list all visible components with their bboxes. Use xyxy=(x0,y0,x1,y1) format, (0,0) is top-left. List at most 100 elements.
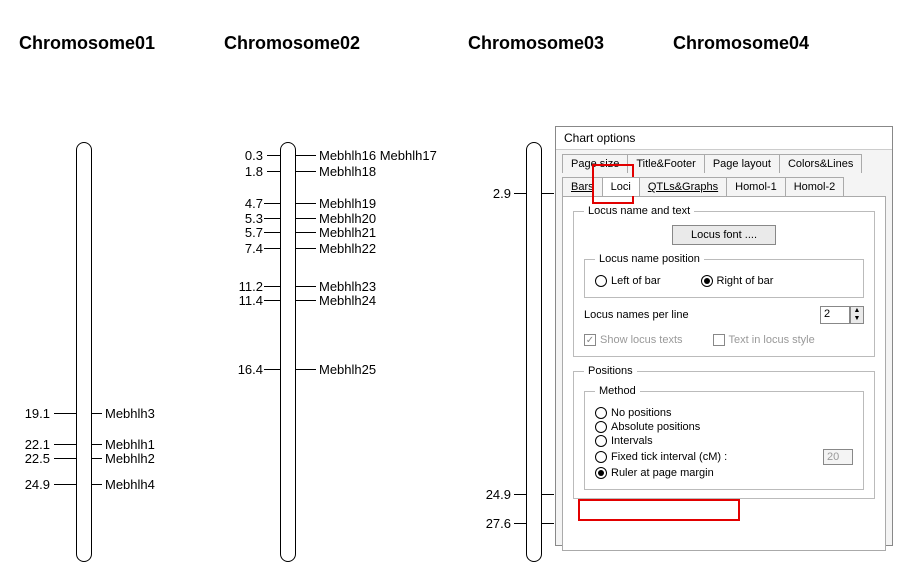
c2-tick-8r xyxy=(296,369,316,370)
c2-tick-6 xyxy=(264,286,280,287)
c1-tick-0 xyxy=(54,413,76,414)
c2-locus-pos-5: 7.4 xyxy=(233,241,263,256)
chrom2-bar xyxy=(280,142,296,562)
tab-content: Locus name and text Locus font .... Locu… xyxy=(562,196,886,551)
locus-pos-group: Locus name position Left of bar Right of… xyxy=(584,253,864,298)
c2-locus-pos-8: 16.4 xyxy=(226,362,263,377)
c2-tick-7 xyxy=(264,300,280,301)
chrom2-header: Chromosome02 xyxy=(224,33,360,54)
radio-icon xyxy=(595,451,607,463)
c3-locus-pos-2: 27.6 xyxy=(474,516,511,531)
checkbox-icon xyxy=(584,334,596,346)
radio-icon xyxy=(595,407,607,419)
radio-icon xyxy=(595,275,607,287)
c2-locus-label-3: Mebhlh20 xyxy=(319,211,376,226)
c2-locus-pos-2: 4.7 xyxy=(233,196,263,211)
per-line-spinner[interactable]: ▲▼ xyxy=(850,306,864,324)
tab-bars[interactable]: Bars xyxy=(562,177,603,196)
dialog-title: Chart options xyxy=(556,127,892,150)
c2-locus-pos-3: 5.3 xyxy=(233,211,263,226)
chrom1-bar xyxy=(76,142,92,562)
radio-right-of-bar[interactable]: Right of bar xyxy=(701,275,774,287)
locus-name-legend: Locus name and text xyxy=(584,205,694,217)
chrom4-header: Chromosome04 xyxy=(673,33,809,54)
c2-locus-pos-6: 11.2 xyxy=(226,279,263,294)
tabs-row-1: Page size Title&Footer Page layout Color… xyxy=(556,150,892,173)
locus-name-group: Locus name and text Locus font .... Locu… xyxy=(573,205,875,357)
check-text-in-locus-style[interactable]: Text in locus style xyxy=(713,334,815,346)
locus-pos-legend: Locus name position xyxy=(595,253,704,265)
c2-tick-3r xyxy=(296,218,316,219)
c2-locus-label-2: Mebhlh19 xyxy=(319,196,376,211)
locus-font-button[interactable]: Locus font .... xyxy=(672,225,776,245)
c2-tick-0r xyxy=(296,155,316,156)
radio-fixed-tick[interactable]: Fixed tick interval (cM) : 20 xyxy=(595,449,853,465)
check-show-locus-texts[interactable]: Show locus texts xyxy=(584,334,683,346)
c1-locus-label-2: Mebhlh2 xyxy=(105,451,155,466)
c3-tick-1r xyxy=(542,494,554,495)
positions-group: Positions Method No positions Absolute p… xyxy=(573,365,875,499)
c2-locus-label-1: Mebhlh18 xyxy=(319,164,376,179)
c2-tick-7r xyxy=(296,300,316,301)
per-line-input[interactable]: 2 xyxy=(820,306,850,324)
chrom3-header: Chromosome03 xyxy=(468,33,604,54)
c2-tick-4r xyxy=(296,232,316,233)
checkbox-icon xyxy=(713,334,725,346)
c2-tick-6r xyxy=(296,286,316,287)
c2-tick-5r xyxy=(296,248,316,249)
tab-loci[interactable]: Loci xyxy=(602,177,640,196)
c2-locus-pos-7: 11.4 xyxy=(226,293,263,308)
c2-tick-0 xyxy=(267,155,280,156)
radio-icon xyxy=(701,275,713,287)
c1-tick-3 xyxy=(54,484,76,485)
c2-locus-label-8: Mebhlh25 xyxy=(319,362,376,377)
c3-tick-2r xyxy=(542,523,554,524)
c2-tick-5 xyxy=(264,248,280,249)
chrom1-header: Chromosome01 xyxy=(19,33,155,54)
c3-tick-0 xyxy=(514,193,526,194)
tab-title-footer[interactable]: Title&Footer xyxy=(627,154,705,173)
radio-absolute-positions[interactable]: Absolute positions xyxy=(595,421,853,433)
method-group: Method No positions Absolute positions I… xyxy=(584,385,864,490)
c3-tick-2 xyxy=(514,523,526,524)
tab-page-size[interactable]: Page size xyxy=(562,154,628,173)
c2-locus-label-6: Mebhlh23 xyxy=(319,279,376,294)
c2-locus-label-5: Mebhlh22 xyxy=(319,241,376,256)
c2-locus-pos-0: 0.3 xyxy=(233,148,263,163)
chart-options-dialog: Chart options Page size Title&Footer Pag… xyxy=(555,126,893,546)
tab-page-layout[interactable]: Page layout xyxy=(704,154,780,173)
radio-ruler-margin[interactable]: Ruler at page margin xyxy=(595,467,853,479)
chrom3-bar xyxy=(526,142,542,562)
c1-locus-pos-0: 19.1 xyxy=(20,406,50,421)
per-line-label: Locus names per line xyxy=(584,309,689,321)
c2-locus-pos-4: 5.7 xyxy=(233,225,263,240)
tabs-row-2: Bars Loci QTLs&Graphs Homol-1 Homol-2 xyxy=(556,173,892,196)
radio-no-positions[interactable]: No positions xyxy=(595,407,853,419)
tab-homol-2[interactable]: Homol-2 xyxy=(785,177,845,196)
tab-qtls-graphs[interactable]: QTLs&Graphs xyxy=(639,177,727,196)
c1-locus-pos-2: 22.5 xyxy=(20,451,50,466)
c1-locus-label-0: Mebhlh3 xyxy=(105,406,155,421)
c3-tick-0r xyxy=(542,193,554,194)
radio-intervals[interactable]: Intervals xyxy=(595,435,853,447)
c1-locus-label-1: Mebhlh1 xyxy=(105,437,155,452)
c2-locus-pos-1: 1.8 xyxy=(233,164,263,179)
c1-locus-label-3: Mebhlh4 xyxy=(105,477,155,492)
fixed-tick-input[interactable]: 20 xyxy=(823,449,853,465)
positions-legend: Positions xyxy=(584,365,637,377)
tab-homol-1[interactable]: Homol-1 xyxy=(726,177,786,196)
c3-locus-pos-0: 2.9 xyxy=(481,186,511,201)
c1-locus-pos-3: 24.9 xyxy=(20,477,50,492)
radio-icon xyxy=(595,467,607,479)
tab-colors-lines[interactable]: Colors&Lines xyxy=(779,154,862,173)
c1-locus-pos-1: 22.1 xyxy=(20,437,50,452)
c2-tick-1r xyxy=(296,171,316,172)
c2-tick-8 xyxy=(264,369,280,370)
c2-tick-3 xyxy=(264,218,280,219)
c2-tick-4 xyxy=(264,232,280,233)
c2-tick-2r xyxy=(296,203,316,204)
c2-locus-label-7: Mebhlh24 xyxy=(319,293,376,308)
radio-left-of-bar[interactable]: Left of bar xyxy=(595,275,661,287)
c1-tick-3r xyxy=(92,484,102,485)
c1-tick-1r xyxy=(92,444,102,445)
